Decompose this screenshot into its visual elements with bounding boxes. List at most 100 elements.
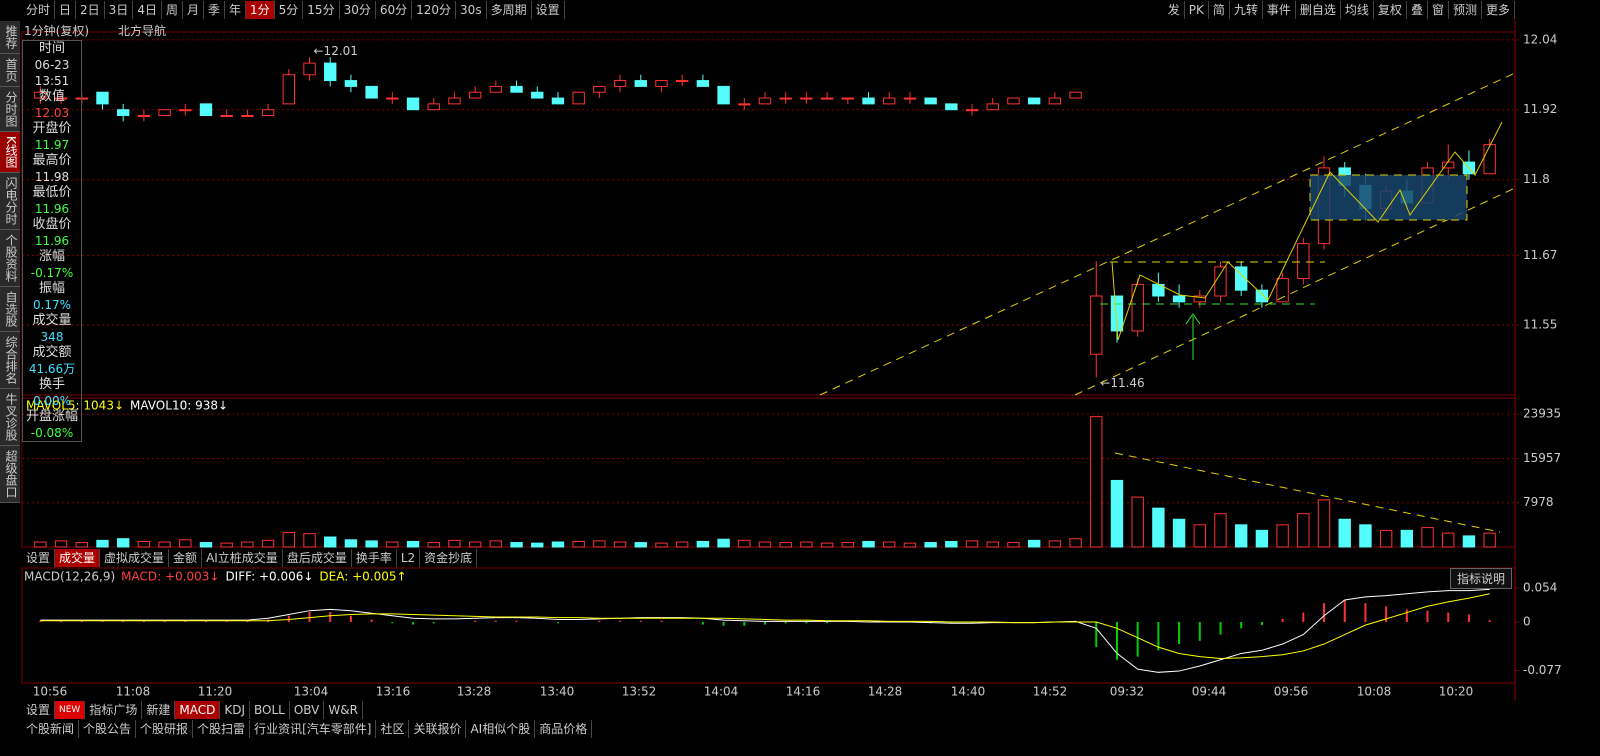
tool-button[interactable]: 事件 — [1263, 0, 1296, 19]
volume-bar — [489, 540, 503, 548]
volume-bar — [448, 539, 461, 548]
period-button[interactable]: 周 — [162, 0, 183, 19]
volume-bar — [800, 541, 813, 548]
side-tab[interactable]: K线图 — [0, 132, 20, 173]
volume-bar — [386, 541, 399, 548]
volume-tab[interactable]: 成交量 — [55, 548, 101, 567]
candle-body — [158, 109, 171, 117]
indicator-tab[interactable]: OBV — [290, 700, 325, 719]
news-tab[interactable]: 关联报价 — [409, 719, 467, 738]
indicator-tab[interactable]: MACD — [175, 700, 221, 719]
tool-button[interactable]: 均线 — [1341, 0, 1374, 19]
volume-bar — [96, 539, 109, 548]
side-tab[interactable]: 个股资料 — [0, 229, 20, 287]
period-button[interactable]: 120分 — [412, 0, 457, 19]
period-button[interactable]: 1分 — [246, 0, 275, 19]
indicator-tab[interactable]: NEW — [55, 700, 86, 719]
volume-tab[interactable]: 盘后成交量 — [283, 548, 352, 567]
volume-tab[interactable]: 换手率 — [352, 548, 397, 567]
volume-bar — [758, 541, 772, 548]
x-tick-label: 13:52 — [622, 685, 657, 699]
candle-body — [945, 103, 958, 111]
indicator-tab[interactable]: W&R — [324, 700, 363, 719]
period-button[interactable]: 3日 — [105, 0, 134, 19]
tool-button[interactable]: 九转 — [1230, 0, 1263, 19]
indicator-tab[interactable]: 指标广场 — [85, 700, 143, 719]
period-button[interactable]: 30分 — [340, 0, 376, 19]
tool-button[interactable]: 简 — [1209, 0, 1230, 19]
volume-bar — [1255, 529, 1269, 548]
period-button[interactable]: 60分 — [376, 0, 413, 19]
news-tab[interactable]: 个股研报 — [136, 719, 194, 738]
volume-tab[interactable]: L2 — [397, 548, 421, 567]
indicator-tab[interactable]: 新建 — [142, 700, 176, 719]
volume-tab[interactable]: 金额 — [169, 548, 203, 567]
period-button[interactable]: 4日 — [133, 0, 162, 19]
side-tab[interactable]: 自选股 — [0, 286, 20, 332]
tool-button[interactable]: PK — [1185, 0, 1209, 19]
volume-bar — [1235, 524, 1248, 548]
indicator-tab[interactable]: BOLL — [250, 700, 290, 719]
period-button[interactable]: 分时 — [22, 0, 56, 19]
macd-legend: MACD: +0.003↓ — [121, 570, 219, 584]
volume-tab[interactable]: 虚拟成交量 — [100, 548, 170, 567]
side-tab[interactable]: 综合排名 — [0, 331, 20, 389]
period-button[interactable]: 设置 — [532, 0, 565, 19]
indicator-tab[interactable]: 设置 — [22, 700, 56, 719]
side-tab[interactable]: 首页 — [0, 54, 20, 87]
news-tab[interactable]: 个股扫雷 — [193, 719, 251, 738]
volume-tab[interactable]: 资金抄底 — [420, 548, 478, 567]
news-tab[interactable]: AI相似个股 — [466, 719, 536, 738]
candle-body — [986, 103, 999, 111]
news-tab[interactable]: 个股新闻 — [22, 719, 80, 738]
period-button[interactable]: 多周期 — [487, 0, 532, 19]
candle-body — [862, 97, 875, 105]
tool-button[interactable]: 更多 — [1482, 0, 1515, 19]
volume-bar — [1131, 496, 1144, 548]
side-tab[interactable]: 超级盘口 — [0, 445, 20, 503]
period-button[interactable]: 季 — [204, 0, 225, 19]
volume-tab[interactable]: AI立桩成交量 — [202, 548, 283, 567]
tool-button[interactable]: 窗 — [1428, 0, 1449, 19]
tool-button[interactable]: 叠 — [1407, 0, 1428, 19]
period-button[interactable]: 月 — [183, 0, 204, 19]
period-button[interactable]: 30s — [456, 0, 487, 19]
y-tick-label: 7978 — [1523, 495, 1554, 509]
side-tab[interactable]: 分时图 — [0, 87, 20, 132]
macd-line — [40, 588, 1490, 673]
period-button[interactable]: 5分 — [275, 0, 304, 19]
news-tab[interactable]: 社区 — [376, 719, 410, 738]
volume-bar — [344, 539, 358, 548]
volume-bar — [924, 542, 937, 548]
volume-bar — [717, 538, 730, 548]
news-tab[interactable]: 行业资讯[汽车零部件] — [250, 719, 377, 738]
candle-body — [386, 97, 399, 100]
tool-button[interactable]: 预测 — [1449, 0, 1482, 19]
period-button[interactable]: 2日 — [76, 0, 105, 19]
news-tab[interactable]: 个股公告 — [79, 719, 137, 738]
indicator-help[interactable]: 指标说明 — [1450, 568, 1513, 589]
side-tab[interactable]: 牛叉诊股 — [0, 388, 20, 446]
volume-bar — [1317, 499, 1331, 548]
period-button[interactable]: 15分 — [303, 0, 340, 19]
side-tab[interactable]: 推荐 — [0, 21, 20, 54]
candle-body — [551, 97, 565, 105]
side-tab[interactable]: 闪电分时 — [0, 172, 20, 230]
candle-body — [634, 80, 647, 87]
tool-button[interactable]: 复权 — [1374, 0, 1407, 19]
candle-body — [1027, 97, 1041, 105]
tool-button[interactable]: 删自选 — [1296, 0, 1341, 19]
volume-bar — [116, 538, 130, 548]
volume-bar — [634, 542, 647, 548]
period-button[interactable]: 年 — [225, 0, 247, 19]
candle-body — [1007, 97, 1020, 105]
tool-button[interactable]: 发 — [1164, 0, 1185, 19]
x-tick-label: 09:44 — [1192, 685, 1227, 699]
volume-bar — [406, 540, 420, 548]
volume-tab[interactable]: 设置 — [22, 548, 56, 567]
news-tab[interactable]: 商品价格 — [535, 719, 593, 738]
period-button[interactable]: 日 — [55, 0, 77, 19]
indicator-tab[interactable]: KDJ — [220, 700, 251, 719]
info-value: 11.98 — [34, 170, 70, 184]
volume-bar — [468, 541, 482, 548]
